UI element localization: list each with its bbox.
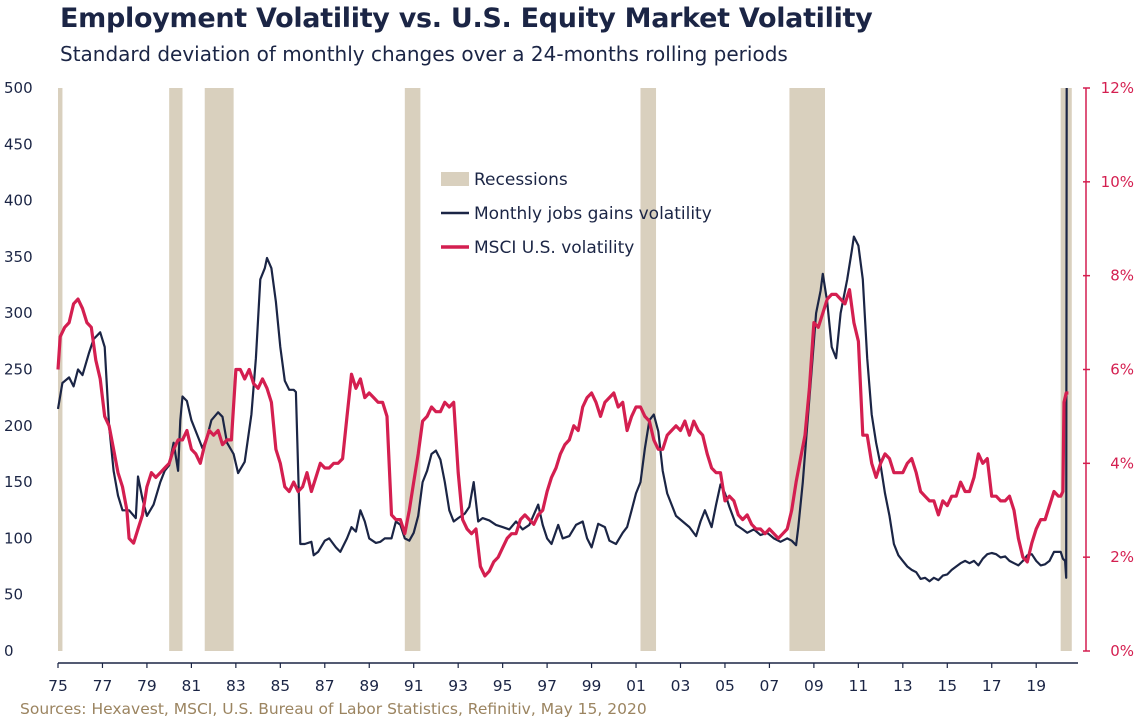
- x-tick-label: 89: [359, 677, 379, 695]
- recession-band: [204, 88, 234, 651]
- x-tick-label: 15: [937, 677, 957, 695]
- x-tick-label: 01: [626, 677, 646, 695]
- x-tick-label: 17: [982, 677, 1002, 695]
- x-tick-label: 91: [404, 677, 424, 695]
- recession-band: [169, 88, 183, 651]
- legend-swatch-recessions: [441, 172, 469, 186]
- legend-label-msci: MSCI U.S. volatility: [474, 238, 634, 258]
- y-left-tick-label: 100: [4, 529, 33, 547]
- x-tick-label: 75: [48, 677, 68, 695]
- series-msci-volatility-line: [56, 288, 1069, 578]
- recession-band: [640, 88, 657, 651]
- y-right-tick-label: 10%: [1101, 173, 1134, 191]
- x-tick-label: 97: [537, 677, 557, 695]
- recession-band: [58, 88, 63, 651]
- legend: Recessions Monthly jobs gains volatility…: [441, 170, 712, 258]
- axes: 0501001502002503003504004505000%2%4%6%8%…: [4, 79, 1134, 695]
- y-right-tick-label: 12%: [1101, 79, 1134, 97]
- recession-band: [789, 88, 826, 651]
- x-tick-label: 11: [848, 677, 868, 695]
- y-left-tick-label: 150: [4, 473, 33, 491]
- y-right-tick-label: 4%: [1110, 454, 1134, 472]
- series-lines: [56, 87, 1069, 583]
- y-left-tick-label: 200: [4, 417, 33, 435]
- y-left-tick-label: 350: [4, 248, 33, 266]
- legend-label-jobs: Monthly jobs gains volatility: [474, 204, 712, 224]
- x-tick-label: 93: [448, 677, 468, 695]
- y-left-tick-label: 500: [4, 79, 33, 97]
- y-left-tick-label: 300: [4, 304, 33, 322]
- x-tick-label: 19: [1026, 677, 1046, 695]
- x-tick-label: 79: [137, 677, 157, 695]
- chart-subtitle: Standard deviation of monthly changes ov…: [60, 42, 788, 66]
- x-tick-label: 05: [715, 677, 735, 695]
- y-left-tick-label: 250: [4, 361, 33, 379]
- x-tick-label: 83: [226, 677, 246, 695]
- chart-svg: 0501001502002503003504004505000%2%4%6%8%…: [4, 79, 1134, 695]
- y-right-tick-label: 0%: [1110, 642, 1134, 660]
- x-tick-label: 09: [804, 677, 824, 695]
- y-left-tick-label: 400: [4, 192, 33, 210]
- x-tick-label: 81: [182, 677, 202, 695]
- x-tick-label: 95: [493, 677, 513, 695]
- x-tick-label: 85: [270, 677, 290, 695]
- series-jobs-volatility-line: [56, 87, 1068, 583]
- y-right-tick-label: 6%: [1110, 361, 1134, 379]
- y-left-tick-label: 450: [4, 135, 33, 153]
- x-tick-label: 13: [893, 677, 913, 695]
- x-tick-label: 77: [93, 677, 113, 695]
- y-left-tick-label: 0: [4, 642, 14, 660]
- source-note: Sources: Hexavest, MSCI, U.S. Bureau of …: [20, 700, 647, 718]
- x-tick-label: 99: [582, 677, 602, 695]
- x-tick-label: 87: [315, 677, 335, 695]
- chart-title: Employment Volatility vs. U.S. Equity Ma…: [60, 3, 873, 34]
- x-tick-label: 03: [671, 677, 691, 695]
- y-right-tick-label: 2%: [1110, 548, 1134, 566]
- recession-band: [404, 88, 421, 651]
- y-right-tick-label: 8%: [1110, 267, 1134, 285]
- y-left-tick-label: 50: [4, 586, 23, 604]
- x-tick-label: 07: [760, 677, 780, 695]
- legend-label-recessions: Recessions: [474, 170, 568, 190]
